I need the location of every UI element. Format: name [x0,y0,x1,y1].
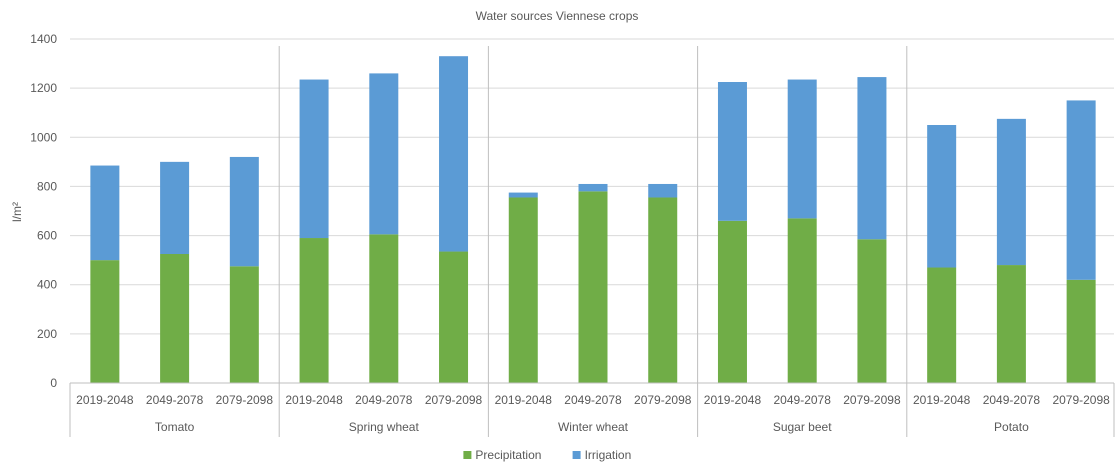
group-label: Winter wheat [558,420,629,434]
group-label: Spring wheat [349,420,420,434]
bar-irrigation [1066,100,1096,280]
y-tick-label: 800 [37,179,57,193]
y-tick-label: 1000 [30,130,57,144]
bar-precipitation [369,234,399,383]
x-axis: 2019-2048 2049-2078 2079-2098 Tomato 2019-20… [69,46,1115,437]
y-axis-ticks: 0 200 400 600 800 1000 1200 1400 [30,32,57,390]
legend-label: Precipitation [475,448,541,462]
x-tick-label: 2019-2048 [285,393,343,407]
y-tick-label: 600 [37,229,57,243]
bar-irrigation [439,56,469,252]
legend-label: Irrigation [585,448,632,462]
bar-precipitation [229,266,259,383]
x-tick-label: 2049-2078 [983,393,1041,407]
x-tick-label: 2019-2048 [913,393,971,407]
bar-precipitation [648,197,678,383]
x-tick-label: 2049-2078 [146,393,204,407]
bar-irrigation [299,79,329,239]
bar-irrigation [369,73,399,235]
bar-precipitation [439,251,469,383]
group-label: Potato [994,420,1029,434]
bar-irrigation [787,79,817,219]
bar-irrigation [927,125,957,268]
y-axis-label: l/m² [10,202,24,222]
x-tick-label: 2019-2048 [704,393,762,407]
x-tick-label: 2079-2098 [634,393,692,407]
x-tick-label: 2049-2078 [564,393,622,407]
bar-irrigation [857,77,887,240]
y-tick-label: 0 [50,376,57,390]
bar-precipitation [787,218,817,383]
bar-precipitation [996,265,1026,383]
bar-irrigation [578,183,608,192]
x-tick-label: 2079-2098 [843,393,901,407]
x-tick-label: 2019-2048 [495,393,553,407]
bar-irrigation [90,165,120,261]
y-tick-label: 400 [37,278,57,292]
bars [90,56,1096,383]
x-tick-label: 2019-2048 [76,393,134,407]
chart-title: Water sources Viennese crops [476,9,639,23]
bar-irrigation [229,156,259,267]
bar-precipitation [1066,279,1096,383]
legend-swatch [572,451,581,459]
bar-precipitation [717,220,747,383]
x-tick-label: 2079-2098 [216,393,274,407]
bar-precipitation [160,254,190,383]
x-tick-label: 2079-2098 [1052,393,1110,407]
bar-irrigation [160,161,190,254]
x-tick-label: 2079-2098 [425,393,483,407]
legend: Precipitation Irrigation [463,448,631,462]
x-tick-label: 2049-2078 [355,393,413,407]
y-tick-label: 200 [37,327,57,341]
bar-precipitation [927,267,957,383]
bar-irrigation [717,82,747,221]
bar-irrigation [648,183,678,198]
bar-precipitation [857,239,887,383]
group-label: Tomato [155,420,195,434]
y-tick-label: 1400 [30,32,57,46]
bar-irrigation [508,192,538,198]
bar-precipitation [90,260,120,383]
bar-precipitation [578,191,608,383]
bar-irrigation [996,118,1026,266]
legend-swatch [463,451,472,459]
bar-precipitation [299,238,329,383]
x-tick-label: 2049-2078 [774,393,832,407]
y-tick-label: 1200 [30,81,57,95]
group-label: Sugar beet [773,420,832,434]
bar-precipitation [508,197,538,383]
